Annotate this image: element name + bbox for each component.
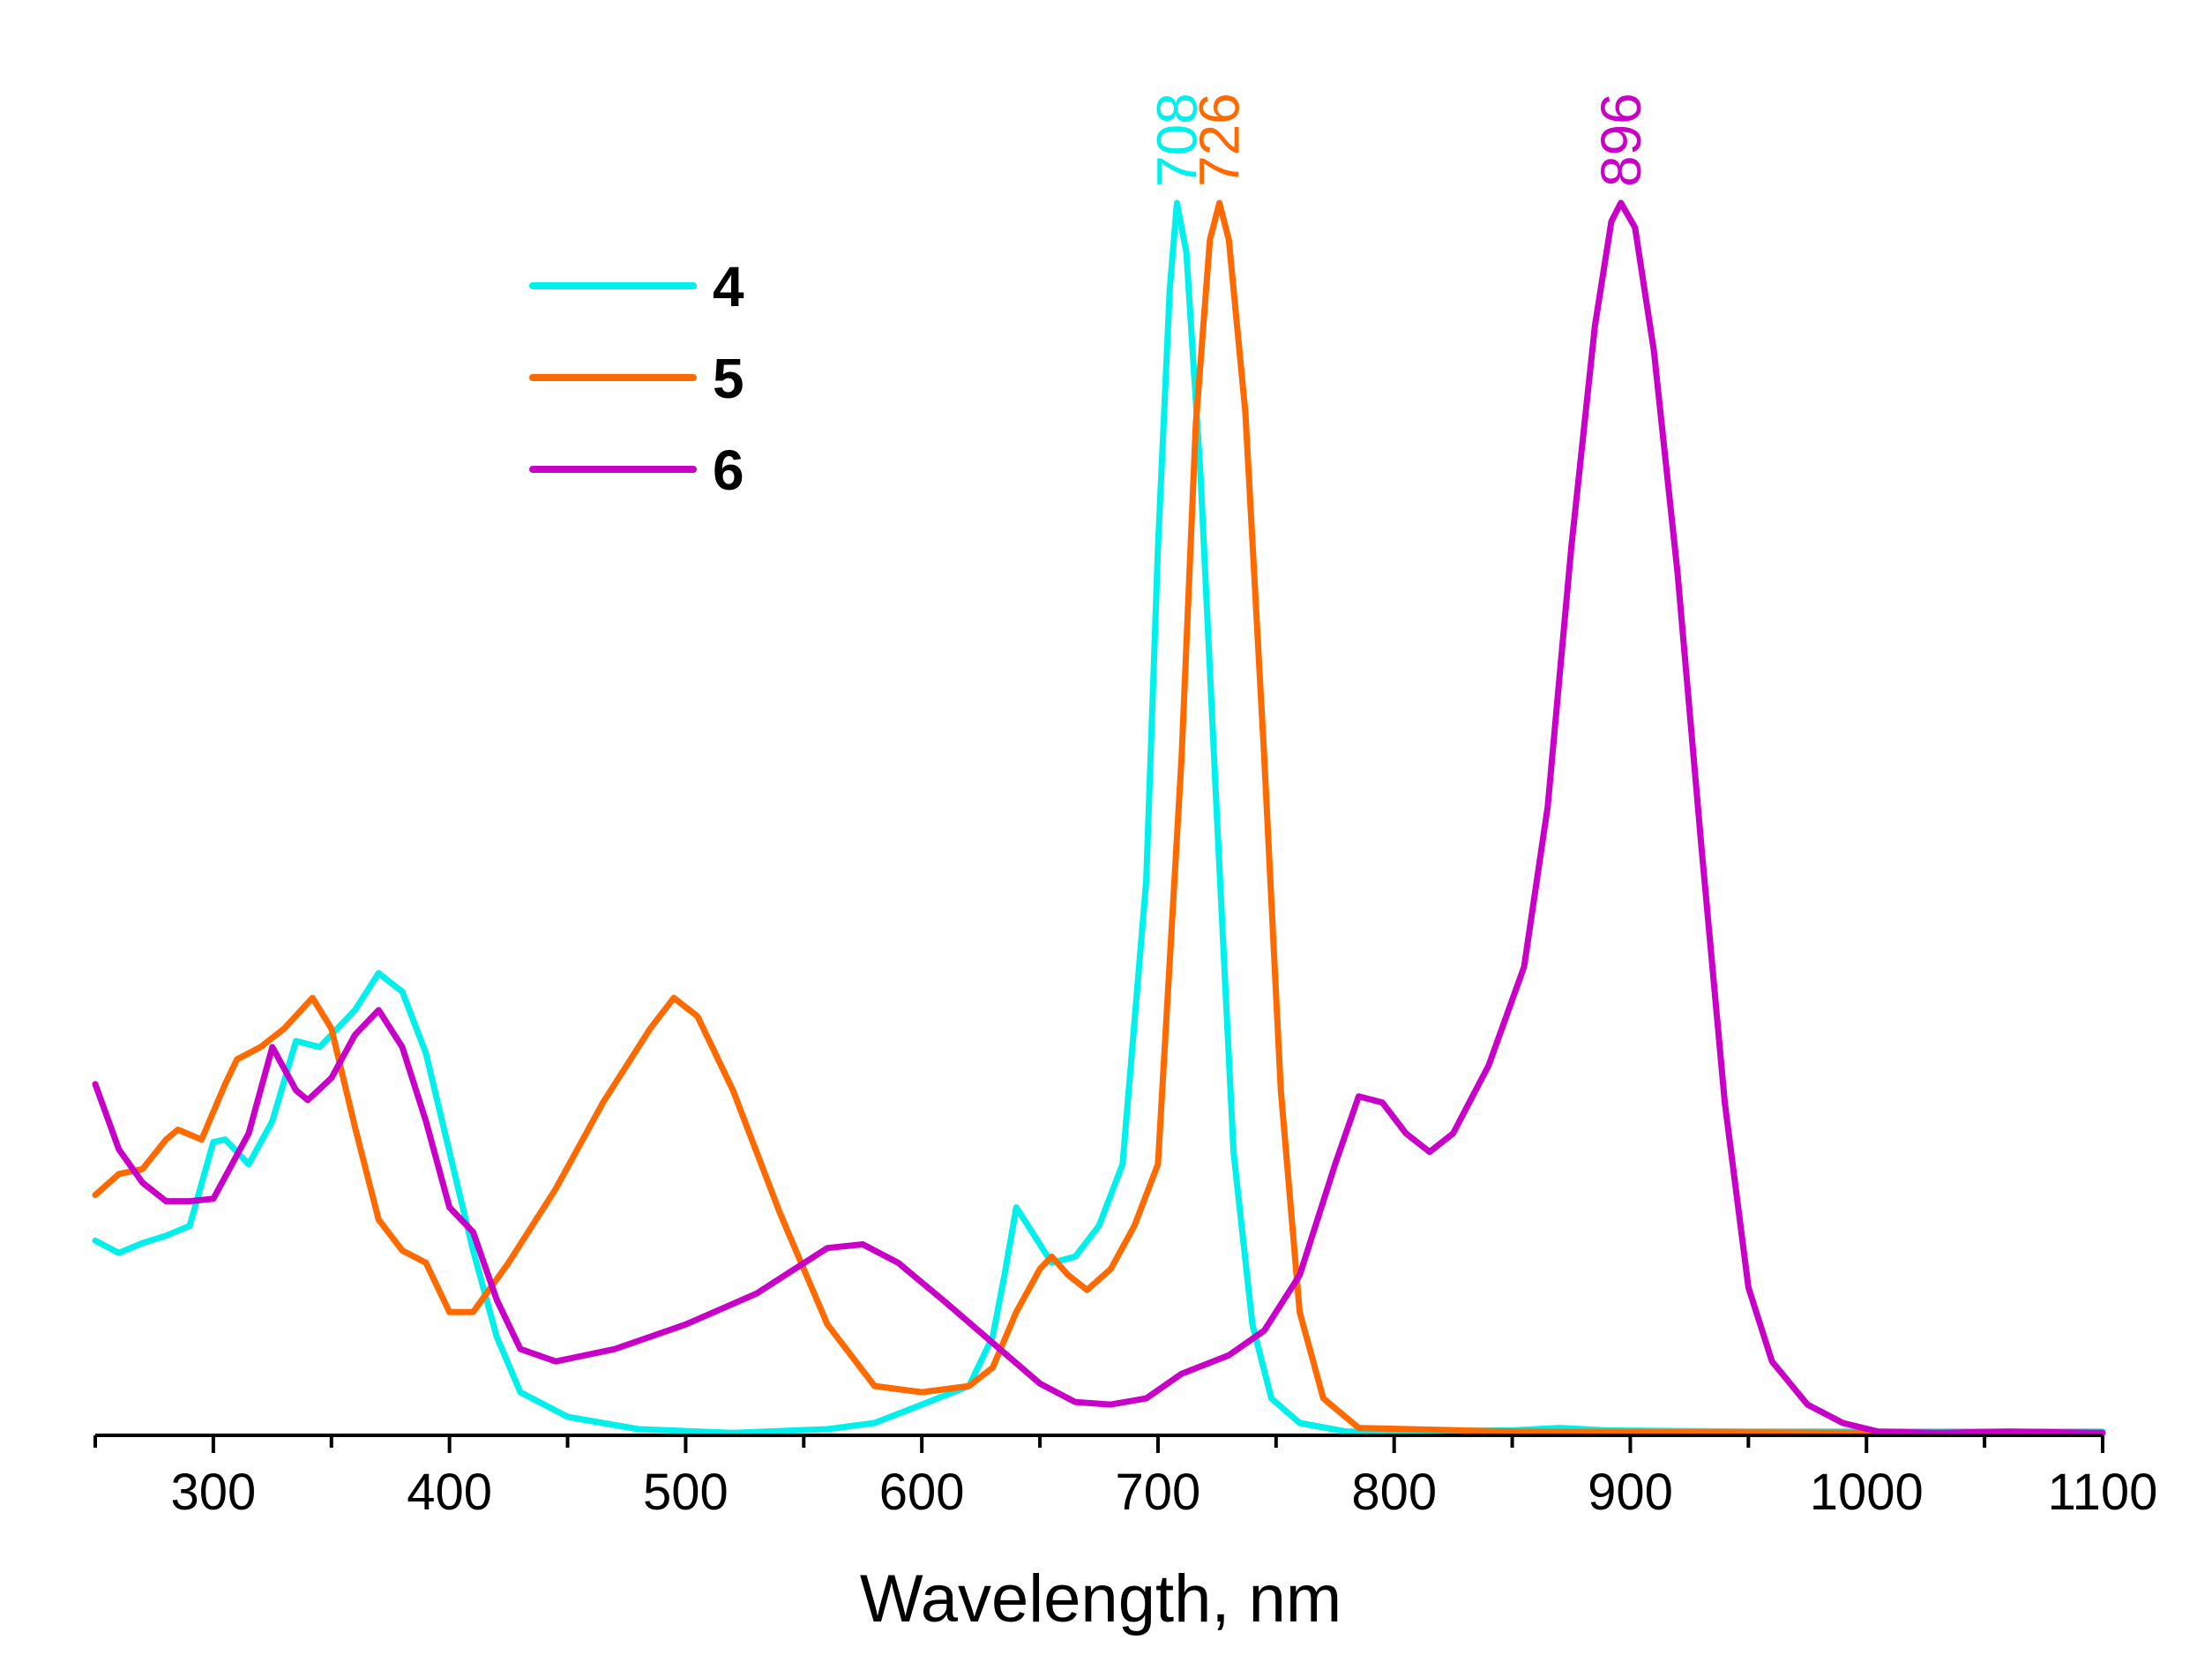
legend-label-5: 5 [713,347,744,410]
peak-label-6: 896 [1589,93,1653,187]
x-tick-label: 800 [1351,1464,1437,1521]
series-line-4 [92,199,2106,1436]
x-tick-label: 300 [170,1464,256,1521]
series-line-5 [92,199,2106,1436]
legend-label-4: 4 [713,255,744,318]
x-tick-label: 700 [1116,1464,1201,1521]
series-line-6 [92,199,2106,1436]
x-tick-label: 1000 [1810,1464,1924,1521]
x-tick-label: 400 [407,1464,492,1521]
x-tick-label: 900 [1588,1464,1673,1521]
legend-label-6: 6 [713,438,744,502]
legend: 4 5 6 [529,255,744,502]
x-axis-title: Wavelength, nm [860,1561,1341,1636]
peak-label-4: 708 [1145,93,1208,187]
peak-label-5: 726 [1188,93,1252,187]
x-axis: 300 400 500 600 700 800 900 1000 1100 [93,1434,2158,1521]
x-tick-label: 500 [643,1464,729,1521]
x-tick-label: 600 [879,1464,965,1521]
series-lines [92,199,2106,1436]
x-tick-label: 1100 [2048,1464,2158,1521]
